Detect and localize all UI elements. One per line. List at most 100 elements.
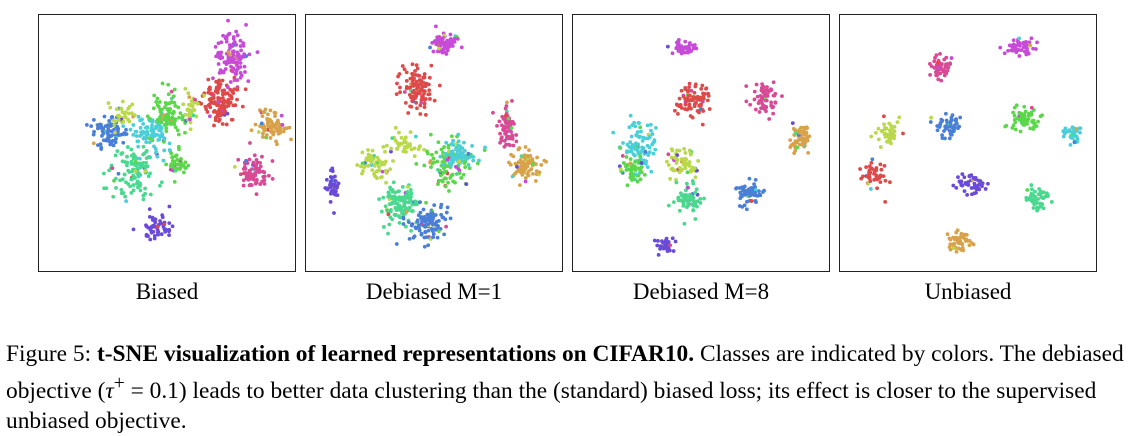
tsne-point [534, 162, 538, 167]
tsne-point [967, 238, 972, 243]
tsne-point [740, 205, 745, 209]
tsne-point [688, 151, 693, 155]
tsne-point [944, 126, 949, 131]
caption-tau-plus: + [113, 373, 125, 394]
tsne-point [431, 156, 436, 161]
tsne-point [109, 129, 114, 134]
tsne-point [440, 179, 445, 184]
tsne-point [1028, 126, 1033, 131]
tsne-point [1011, 38, 1016, 43]
tsne-point [693, 175, 698, 180]
tsne-point [269, 126, 274, 131]
tsne-point [940, 136, 945, 141]
tsne-point [700, 122, 705, 127]
tsne-point [379, 209, 384, 214]
tsne-point [630, 123, 635, 128]
tsne-point [244, 23, 248, 27]
tsne-point [148, 116, 152, 121]
tsne-point [234, 29, 239, 34]
tsne-point [122, 112, 127, 117]
tsne-point [262, 181, 267, 186]
tsne-point [398, 208, 403, 213]
tsne-point [261, 174, 266, 179]
tsne-point [635, 130, 640, 134]
tsne-point [1063, 126, 1068, 131]
tsne-point [206, 77, 211, 82]
tsne-point [109, 124, 113, 128]
tsne-point [513, 161, 518, 166]
tsne-point [238, 61, 243, 65]
tsne-point [957, 124, 962, 129]
tsne-point [441, 215, 446, 220]
tsne-point [129, 111, 134, 116]
tsne-point [621, 141, 625, 145]
tsne-point [664, 159, 669, 164]
tsne-point [674, 161, 679, 165]
tsne-point [123, 194, 128, 199]
tsne-point [457, 159, 462, 164]
tsne-point [1029, 183, 1034, 187]
tsne-point [409, 94, 414, 99]
tsne-point [510, 174, 515, 179]
tsne-point [698, 196, 703, 201]
tsne-point [668, 176, 673, 181]
tsne-point [750, 187, 754, 192]
tsne-point [687, 104, 692, 108]
tsne-point [504, 142, 508, 147]
tsne-point [393, 125, 398, 130]
tsne-point [658, 244, 663, 249]
tsne-point [214, 54, 219, 59]
tsne-point [689, 88, 694, 93]
tsne-point [948, 247, 953, 252]
tsne-point [163, 227, 168, 232]
tsne-point [705, 98, 710, 103]
tsne-point [535, 155, 539, 160]
tsne-point [418, 144, 422, 149]
tsne-point [455, 37, 460, 41]
tsne-point [639, 165, 644, 169]
tsne-point [466, 155, 470, 160]
tsne-point [431, 216, 436, 220]
tsne-point [965, 193, 969, 197]
tsne-point [152, 93, 157, 98]
tsne-point [138, 126, 143, 130]
tsne-point [395, 81, 399, 86]
tsne-point [106, 101, 111, 105]
tsne-point [431, 49, 436, 54]
tsne-point [620, 154, 625, 158]
tsne-point [1033, 47, 1038, 51]
tsne-point [364, 156, 369, 161]
tsne-point [411, 84, 416, 88]
tsne-point [404, 70, 409, 75]
tsne-point [682, 146, 687, 151]
tsne-point [698, 201, 703, 205]
tsne-point [216, 81, 221, 86]
tsne-point [208, 105, 213, 110]
tsne-point [942, 57, 947, 62]
tsne-point [377, 164, 381, 169]
tsne-point [668, 243, 673, 248]
tsne-point [629, 169, 634, 174]
tsne-point [155, 103, 160, 108]
tsne-point [691, 43, 695, 48]
tsne-point [956, 175, 960, 180]
tsne-point [876, 126, 881, 131]
tsne-point [864, 165, 868, 169]
tsne-point [397, 220, 402, 225]
tsne-point [273, 110, 278, 115]
tsne-point [670, 51, 675, 56]
tsne-point [687, 81, 692, 86]
tsne-point [1067, 128, 1072, 132]
tsne-point [686, 203, 690, 208]
tsne-point [640, 139, 645, 143]
tsne-point [757, 99, 762, 103]
tsne-point [445, 205, 450, 210]
tsne-point [141, 130, 145, 134]
tsne-point [158, 115, 162, 120]
tsne-point [961, 248, 966, 253]
tsne-point [669, 147, 674, 152]
tsne-point [461, 172, 466, 177]
tsne-point [162, 123, 167, 127]
tsne-point [441, 48, 446, 53]
tsne-point [646, 153, 651, 157]
